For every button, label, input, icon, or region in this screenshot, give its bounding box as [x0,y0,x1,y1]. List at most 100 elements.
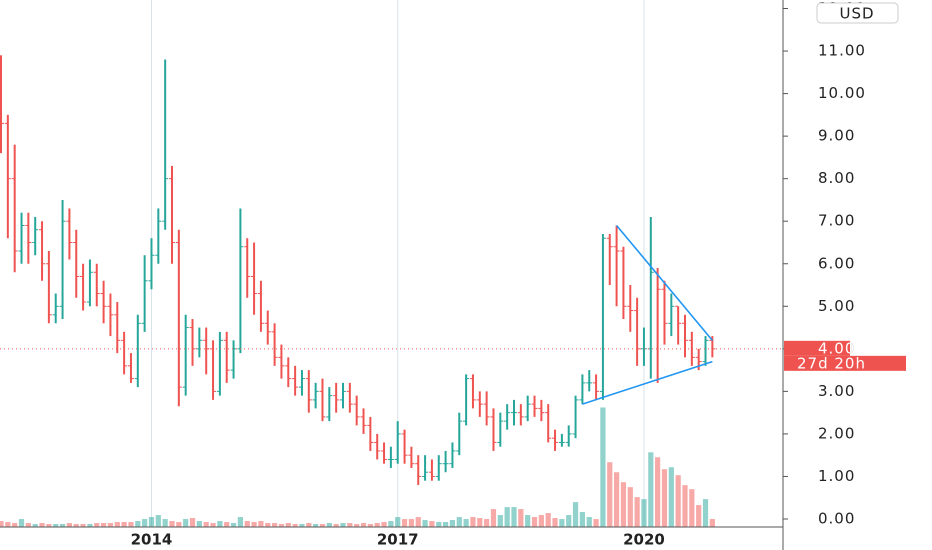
volume-bar [661,469,668,527]
volume-bar [285,523,291,527]
volume-bar [422,520,428,527]
volume-bar [668,467,674,527]
volume-bar [648,452,654,527]
volume-bar [634,497,640,527]
volume-bar [265,523,271,527]
y-tick-label: 3.00 [818,382,855,400]
volume-bar [306,523,312,527]
volume-bar [121,522,127,527]
volume-bar [32,524,38,527]
volume-bar [12,523,18,527]
volume-bar [360,523,367,527]
volume-bar [94,523,100,527]
volume-bar [189,518,196,527]
volume-bar [340,523,346,527]
volume-bar [436,522,442,527]
y-tick-label: 0.00 [818,510,855,528]
volume-bar [627,487,633,527]
volume-bar [401,519,408,527]
volume-bar [388,521,394,527]
volume-bar [148,517,155,527]
volume-bar [518,509,524,527]
volume-bar [292,524,298,527]
y-tick-label: 9.00 [818,127,855,145]
last-price-box [784,340,850,356]
volume-bar [449,520,456,527]
x-tick-label: 2017 [377,531,419,549]
volume-bar [395,517,401,527]
volume-bar [497,515,503,527]
volume-bar [586,517,592,527]
volume-bar [155,515,161,527]
countdown-box [784,355,906,371]
volume-bar [39,523,45,527]
volume-bar [162,519,168,527]
volume-bar [443,522,449,527]
volume-bar [538,515,544,527]
y-tick-label: 8.00 [818,169,855,187]
volume-bar [203,522,209,527]
trendline [615,224,713,341]
volume-bar [545,513,551,527]
volume-bar [374,523,380,527]
volume-bar [525,515,531,527]
volume-bar [319,524,326,527]
volume-bar [566,515,572,527]
y-tick-label: 6.00 [818,254,855,272]
volume-bar [0,521,4,527]
volume-bar [176,522,182,527]
volume-bar [614,472,620,527]
volume-bar [579,512,585,527]
volume-bar [559,519,565,527]
y-tick-label: 1.00 [818,467,855,485]
currency-button[interactable] [816,2,899,24]
x-tick-label: 2020 [623,531,665,549]
volume-bar [196,521,202,527]
volume-bar [702,499,709,527]
y-tick-label: 10.00 [818,84,866,102]
y-tick-label: 7.00 [818,212,855,230]
volume-bar [101,523,107,527]
volume-bar [326,523,332,527]
volume-bar [607,462,613,527]
volume-bar [80,524,86,527]
volume-bar [367,524,373,527]
y-tick-label: 5.00 [818,297,855,315]
volume-bar [490,509,497,527]
volume-bar [477,518,483,527]
volume-bar [278,524,285,527]
volume-bar [504,507,510,527]
volume-bar [333,524,339,527]
volume-bar [299,524,305,527]
volume-bar [682,485,688,527]
volume-bar [381,522,387,527]
volume-bar [5,522,11,527]
volume-bar [620,482,627,527]
volume-bar [53,524,59,527]
volume-bar [600,407,606,527]
volume-bar [429,521,435,527]
last-price-label: 4.00 [818,339,855,357]
volume-bar [18,519,25,527]
volume-bar [46,524,52,527]
volume-bar [347,523,353,527]
plot-area [0,0,783,527]
volume-bar [217,521,223,527]
volume-bar [689,489,695,527]
volume-bar [675,475,681,527]
currency-label: USD [839,5,874,23]
volume-bar [354,524,360,527]
volume-bar [531,517,538,527]
volume-bar [408,519,414,527]
trendline [582,360,713,405]
y-tick-label: 11.00 [818,42,866,60]
volume-bar [272,523,278,527]
volume-bar [114,522,120,527]
volume-bar [593,519,599,527]
volume-bar [696,505,702,527]
volume-bar [230,523,237,527]
volume-bar [210,523,216,527]
volume-bar [66,523,72,527]
volume-bar [456,517,462,527]
